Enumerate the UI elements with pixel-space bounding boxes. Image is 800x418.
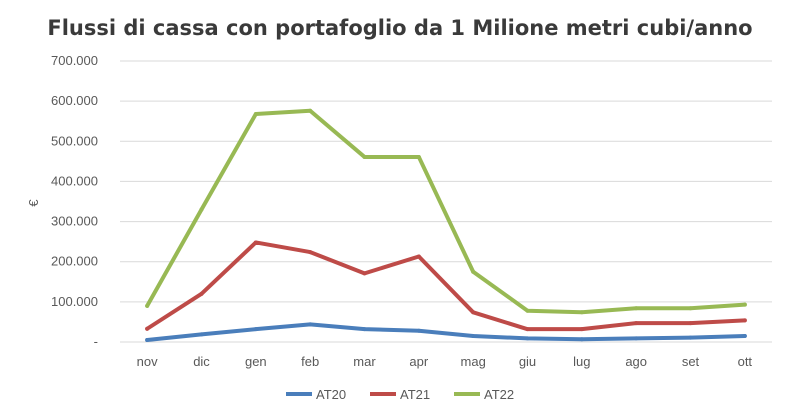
x-tick-label: set	[682, 354, 700, 369]
data-point	[416, 328, 421, 333]
data-point	[362, 154, 367, 159]
data-point	[416, 254, 421, 259]
data-point	[308, 108, 313, 113]
series-line	[145, 322, 747, 342]
data-point	[362, 271, 367, 276]
legend: AT20 AT21 AT22	[286, 387, 514, 402]
y-tick-label: 400.000	[51, 173, 98, 188]
y-tick-label: 700.000	[51, 53, 98, 68]
series-line	[145, 108, 747, 315]
x-tick-label: feb	[301, 354, 319, 369]
data-point	[634, 306, 639, 311]
x-tick-label: lug	[573, 354, 590, 369]
data-point	[579, 310, 584, 315]
data-point	[145, 326, 150, 331]
data-point	[688, 321, 693, 326]
data-point	[579, 327, 584, 332]
data-point	[199, 291, 204, 296]
x-tick-label: ago	[625, 354, 647, 369]
legend-item: AT20	[286, 387, 346, 402]
series-line	[145, 240, 747, 332]
y-tick-label: -	[94, 334, 98, 349]
data-point	[742, 302, 747, 307]
legend-label: AT20	[316, 387, 346, 402]
series-at20	[145, 322, 747, 342]
data-point	[416, 154, 421, 159]
data-point	[525, 327, 530, 332]
gridlines	[120, 60, 772, 343]
series-at21	[145, 240, 747, 332]
legend-item: AT21	[370, 387, 430, 402]
x-tick-label: dic	[193, 354, 210, 369]
y-tick-label: 500.000	[51, 133, 98, 148]
data-point	[199, 207, 204, 212]
data-point	[634, 336, 639, 341]
x-tick-label: mar	[353, 354, 376, 369]
x-axis: nov dic gen feb mar apr mag giu lug ago set ott	[137, 354, 753, 369]
legend-item: AT22	[454, 387, 514, 402]
series-at22	[145, 108, 747, 315]
data-point	[253, 240, 258, 245]
x-tick-label: mag	[461, 354, 486, 369]
data-point	[199, 332, 204, 337]
data-point	[253, 327, 258, 332]
data-point	[525, 308, 530, 313]
data-point	[579, 337, 584, 342]
y-axis: - 100.000 200.000 300.000 400.000 500.000 600.…	[51, 53, 98, 349]
data-point	[471, 310, 476, 315]
y-axis-label: €	[26, 199, 41, 207]
y-tick-label: 100.000	[51, 294, 98, 309]
data-point	[308, 322, 313, 327]
y-tick-label: 300.000	[51, 214, 98, 229]
data-point	[742, 333, 747, 338]
data-point	[471, 269, 476, 274]
data-point	[362, 327, 367, 332]
data-point	[145, 303, 150, 308]
data-point	[471, 333, 476, 338]
x-tick-label: giu	[519, 354, 536, 369]
series-lines	[145, 108, 747, 342]
legend-label: AT22	[484, 387, 514, 402]
data-point	[253, 111, 258, 116]
data-point	[688, 335, 693, 340]
data-point	[145, 337, 150, 342]
x-tick-label: nov	[137, 354, 158, 369]
data-point	[688, 306, 693, 311]
data-point	[634, 321, 639, 326]
data-point	[308, 250, 313, 255]
y-tick-label: 600.000	[51, 93, 98, 108]
legend-label: AT21	[400, 387, 430, 402]
chart-title: Flussi di cassa con portafoglio da 1 Mil…	[47, 16, 753, 40]
data-point	[525, 336, 530, 341]
x-tick-label: ott	[738, 354, 753, 369]
y-tick-label: 200.000	[51, 254, 98, 269]
x-tick-label: gen	[245, 354, 267, 369]
data-point	[742, 318, 747, 323]
x-tick-label: apr	[409, 354, 428, 369]
